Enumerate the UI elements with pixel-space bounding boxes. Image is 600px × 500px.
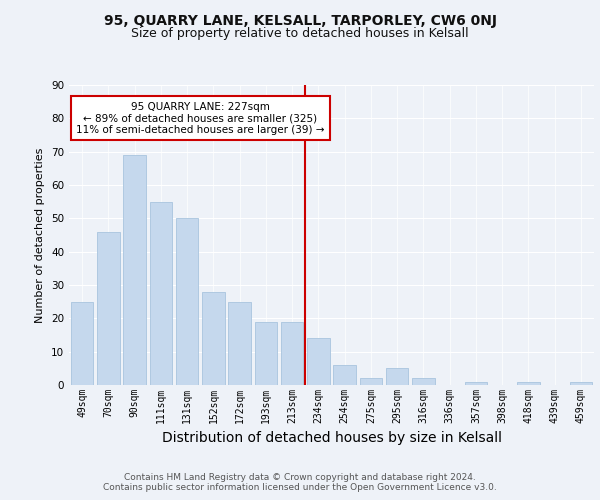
Bar xyxy=(386,368,408,385)
Bar xyxy=(150,202,172,385)
Text: Size of property relative to detached houses in Kelsall: Size of property relative to detached ho… xyxy=(131,28,469,40)
Bar xyxy=(202,292,224,385)
Bar xyxy=(412,378,434,385)
Bar xyxy=(176,218,198,385)
Bar xyxy=(517,382,539,385)
Bar xyxy=(465,382,487,385)
Text: Contains HM Land Registry data © Crown copyright and database right 2024.
Contai: Contains HM Land Registry data © Crown c… xyxy=(103,473,497,492)
X-axis label: Distribution of detached houses by size in Kelsall: Distribution of detached houses by size … xyxy=(161,432,502,446)
Bar xyxy=(307,338,329,385)
Bar xyxy=(281,322,303,385)
Y-axis label: Number of detached properties: Number of detached properties xyxy=(35,148,46,322)
Text: 95 QUARRY LANE: 227sqm
← 89% of detached houses are smaller (325)
11% of semi-de: 95 QUARRY LANE: 227sqm ← 89% of detached… xyxy=(76,102,325,135)
Bar xyxy=(124,155,146,385)
Bar xyxy=(334,365,356,385)
Bar xyxy=(570,382,592,385)
Bar xyxy=(97,232,119,385)
Bar xyxy=(360,378,382,385)
Bar xyxy=(229,302,251,385)
Bar xyxy=(71,302,93,385)
Bar xyxy=(255,322,277,385)
Text: 95, QUARRY LANE, KELSALL, TARPORLEY, CW6 0NJ: 95, QUARRY LANE, KELSALL, TARPORLEY, CW6… xyxy=(104,14,497,28)
